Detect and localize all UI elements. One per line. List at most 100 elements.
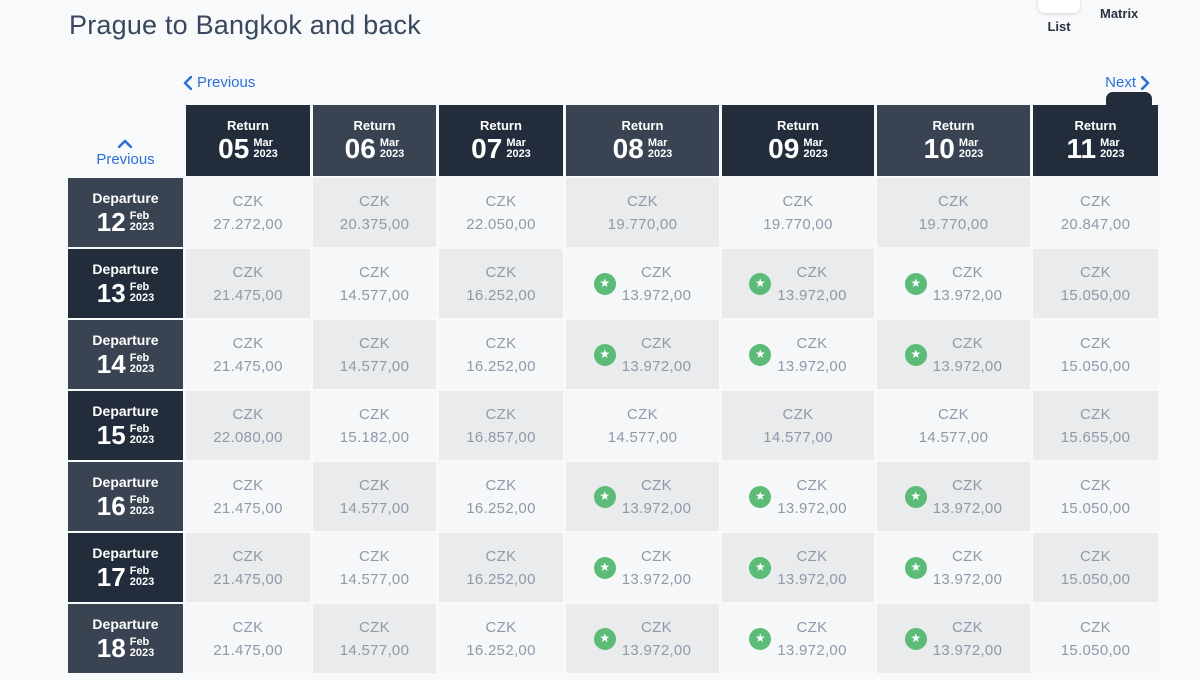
price-cell[interactable]: CZK 14.577,00	[313, 604, 436, 673]
price-text: CZK 16.252,00	[466, 616, 535, 662]
price-cell[interactable]: ★ CZK 13.972,00	[722, 462, 874, 531]
price-value: 14.577,00	[339, 499, 410, 517]
price-text: CZK 14.577,00	[340, 474, 409, 520]
price-cell[interactable]: CZK 15.182,00	[313, 391, 436, 460]
price-text: CZK 13.972,00	[933, 261, 1002, 307]
price-cell[interactable]: CZK 14.577,00	[566, 391, 719, 460]
price-cell[interactable]: CZK 14.577,00	[877, 391, 1030, 460]
date-day: 12	[96, 206, 126, 237]
price-cell[interactable]: CZK 19.770,00	[566, 178, 719, 247]
price-cell[interactable]: ★ CZK 13.972,00	[566, 249, 719, 318]
currency-label: CZK	[232, 476, 264, 494]
currency-label: CZK	[782, 405, 814, 423]
date-day: 07	[471, 133, 503, 164]
price-cell[interactable]: CZK 16.252,00	[439, 462, 563, 531]
price-cell[interactable]: CZK 16.252,00	[439, 320, 563, 389]
currency-label: CZK	[359, 192, 390, 210]
view-toggle-list[interactable]: List	[1038, 0, 1080, 34]
previous-columns-link[interactable]: Previous	[183, 74, 255, 91]
price-cell[interactable]: CZK 21.475,00	[186, 249, 310, 318]
view-toggle-matrix[interactable]: Matrix	[1100, 0, 1152, 118]
price-cell[interactable]: CZK 15.050,00	[1033, 249, 1158, 318]
currency-label: CZK	[1080, 618, 1111, 636]
best-price-star-icon: ★	[593, 343, 616, 366]
price-cell[interactable]: CZK 20.847,00	[1033, 178, 1158, 247]
price-cell[interactable]: CZK 21.475,00	[186, 533, 310, 602]
price-cell[interactable]: CZK 21.475,00	[186, 462, 310, 531]
price-value: 15.182,00	[339, 428, 410, 446]
return-label: Return	[777, 118, 819, 133]
price-text: CZK 13.972,00	[933, 332, 1002, 378]
best-price-star-icon: ★	[749, 556, 772, 579]
price-cell[interactable]: CZK 14.577,00	[313, 249, 436, 318]
currency-label: CZK	[938, 192, 969, 210]
currency-label: CZK	[627, 405, 658, 423]
price-cell[interactable]: CZK 22.050,00	[439, 178, 563, 247]
price-cell[interactable]: CZK 15.050,00	[1033, 533, 1158, 602]
price-text: CZK 13.972,00	[777, 332, 846, 378]
price-value: 19.770,00	[607, 215, 678, 233]
price-text: CZK 16.252,00	[466, 261, 535, 307]
price-cell[interactable]: CZK 19.770,00	[722, 178, 874, 247]
price-value: 19.770,00	[918, 215, 989, 233]
price-cell[interactable]: ★ CZK 13.972,00	[722, 604, 874, 673]
price-cell[interactable]: ★ CZK 13.972,00	[566, 604, 719, 673]
page-title: Prague to Bangkok and back	[69, 10, 421, 40]
price-cell[interactable]: CZK 19.770,00	[877, 178, 1030, 247]
best-price-star-icon: ★	[904, 556, 927, 579]
price-cell[interactable]: CZK 16.252,00	[439, 533, 563, 602]
return-date-header: Return 05 Mar 2023	[186, 105, 310, 176]
currency-label: CZK	[641, 547, 672, 565]
price-cell[interactable]: ★ CZK 13.972,00	[877, 604, 1030, 673]
price-cell[interactable]: CZK 15.050,00	[1033, 462, 1158, 531]
price-cell[interactable]: CZK 15.050,00	[1033, 320, 1158, 389]
price-cell[interactable]: ★ CZK 13.972,00	[877, 320, 1030, 389]
currency-label: CZK	[359, 263, 390, 281]
price-cell[interactable]: CZK 14.577,00	[722, 391, 874, 460]
currency-label: CZK	[796, 476, 828, 494]
price-cell[interactable]: CZK 14.577,00	[313, 462, 436, 531]
price-cell[interactable]: CZK 15.050,00	[1033, 604, 1158, 673]
price-value: 14.577,00	[339, 357, 410, 375]
price-cell[interactable]: ★ CZK 13.972,00	[566, 533, 719, 602]
price-cell[interactable]: CZK 15.655,00	[1033, 391, 1158, 460]
price-cell[interactable]: CZK 16.252,00	[439, 249, 563, 318]
price-cell[interactable]: CZK 21.475,00	[186, 320, 310, 389]
currency-label: CZK	[359, 334, 390, 352]
price-cell[interactable]: CZK 20.375,00	[313, 178, 436, 247]
price-value: 13.972,00	[621, 286, 692, 304]
price-text: CZK 22.080,00	[213, 403, 282, 449]
price-cell[interactable]: ★ CZK 13.972,00	[722, 533, 874, 602]
price-cell[interactable]: ★ CZK 13.972,00	[877, 533, 1030, 602]
price-text: CZK 14.577,00	[763, 403, 832, 449]
price-cell[interactable]: CZK 16.857,00	[439, 391, 563, 460]
date-month-year: Feb 2023	[129, 564, 155, 588]
price-cell[interactable]: ★ CZK 13.972,00	[722, 249, 874, 318]
return-date-header: Return 09 Mar 2023	[722, 105, 874, 176]
price-cell[interactable]: ★ CZK 13.972,00	[566, 320, 719, 389]
price-cell[interactable]: CZK 14.577,00	[313, 320, 436, 389]
best-price-star-icon: ★	[749, 272, 772, 295]
currency-label: CZK	[485, 618, 517, 636]
currency-label: CZK	[641, 618, 672, 636]
price-cell[interactable]: CZK 22.080,00	[186, 391, 310, 460]
price-cell[interactable]: ★ CZK 13.972,00	[877, 462, 1030, 531]
price-value: 15.050,00	[1060, 499, 1131, 517]
price-value: 13.972,00	[932, 357, 1003, 375]
next-columns-link[interactable]: Next	[1105, 74, 1150, 91]
price-value: 13.972,00	[932, 570, 1003, 588]
previous-rows-link[interactable]: Previous	[96, 139, 155, 168]
price-cell[interactable]: CZK 27.272,00	[186, 178, 310, 247]
list-view-button[interactable]	[1038, 0, 1080, 13]
price-cell[interactable]: ★ CZK 13.972,00	[877, 249, 1030, 318]
currency-label: CZK	[485, 476, 517, 494]
price-cell[interactable]: CZK 21.475,00	[186, 604, 310, 673]
price-text: CZK 13.972,00	[622, 474, 691, 520]
currency-label: CZK	[1080, 334, 1111, 352]
price-cell[interactable]: ★ CZK 13.972,00	[566, 462, 719, 531]
price-cell[interactable]: CZK 16.252,00	[439, 604, 563, 673]
price-cell[interactable]: CZK 14.577,00	[313, 533, 436, 602]
price-cell[interactable]: ★ CZK 13.972,00	[722, 320, 874, 389]
price-value: 14.577,00	[339, 286, 410, 304]
departure-label: Departure	[92, 473, 159, 490]
